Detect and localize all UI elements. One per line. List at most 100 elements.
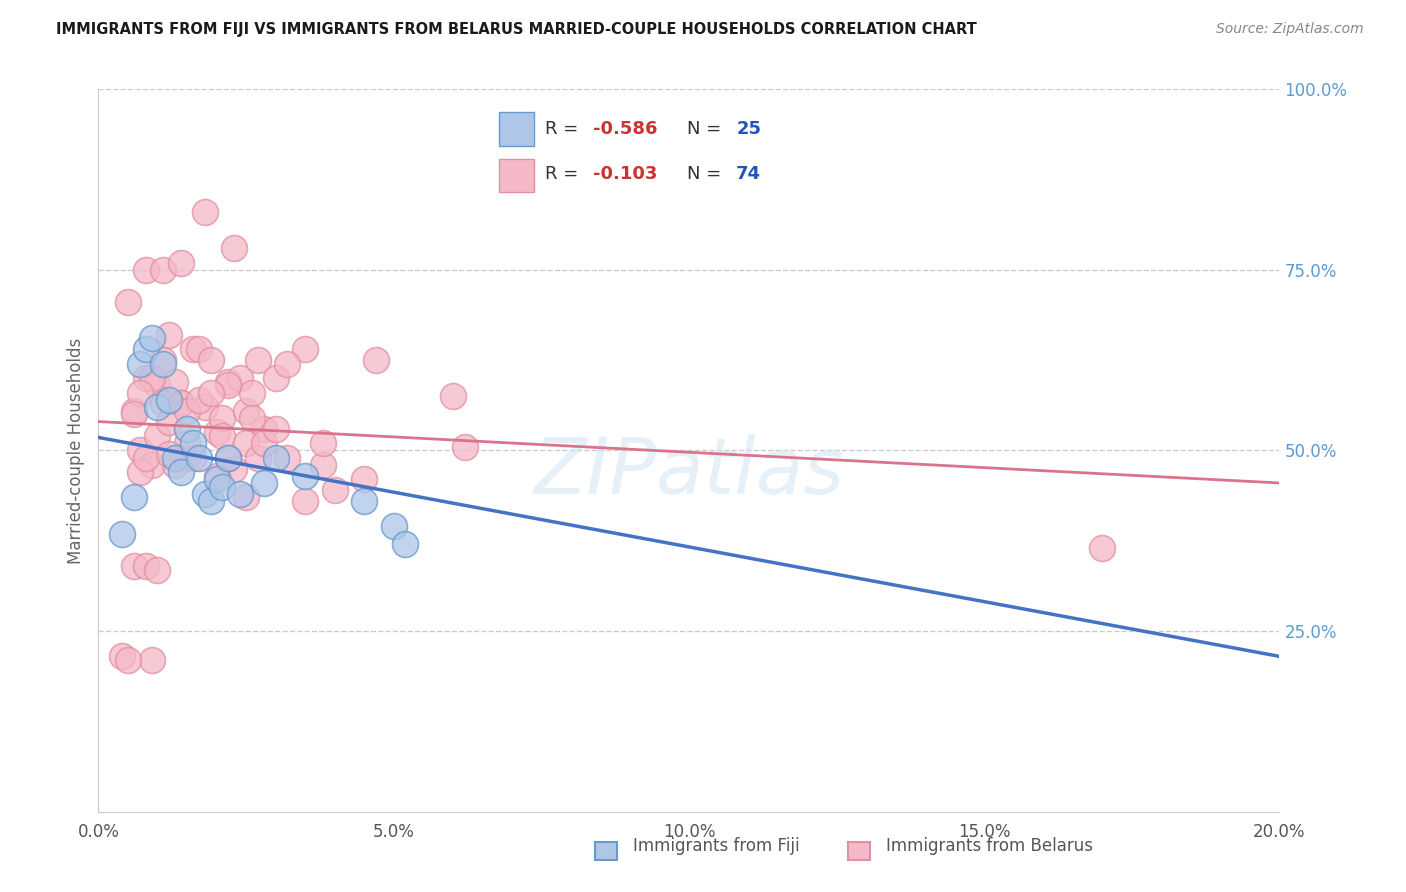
Point [117, 295, 139, 310]
Point [235, 403, 257, 417]
FancyBboxPatch shape [848, 842, 870, 860]
Point [294, 494, 316, 508]
Point [170, 255, 193, 269]
Point [187, 450, 209, 465]
Point [152, 262, 174, 277]
Point [111, 649, 134, 664]
Point [217, 378, 239, 392]
Point [264, 450, 287, 465]
Point [117, 653, 139, 667]
Point [211, 411, 233, 425]
Point [187, 343, 209, 357]
Point [165, 450, 187, 465]
Point [135, 371, 157, 385]
Point [353, 472, 375, 486]
Point [253, 475, 276, 490]
Point [152, 396, 174, 410]
Point [240, 411, 263, 425]
Point [229, 487, 252, 501]
Point [170, 465, 193, 479]
Text: Source: ZipAtlas.com: Source: ZipAtlas.com [1216, 22, 1364, 37]
Point [194, 487, 217, 501]
Point [141, 653, 163, 667]
Point [205, 472, 228, 486]
Point [181, 343, 204, 357]
Point [141, 331, 163, 345]
Point [253, 436, 276, 450]
Point [135, 450, 157, 465]
Point [122, 491, 145, 505]
Point [312, 458, 335, 472]
Point [135, 262, 157, 277]
Point [165, 458, 187, 472]
Text: ZIPatlas: ZIPatlas [533, 434, 845, 510]
Point [200, 353, 222, 368]
Point [170, 396, 193, 410]
Point [229, 371, 252, 385]
Point [157, 392, 180, 407]
Point [312, 436, 335, 450]
Point [135, 559, 157, 574]
Point [323, 483, 346, 498]
Point [141, 458, 163, 472]
Point [157, 327, 180, 342]
Point [157, 415, 180, 429]
Point [441, 389, 464, 403]
Point [246, 353, 269, 368]
Point [181, 436, 204, 450]
Point [122, 407, 145, 421]
Point [211, 429, 233, 443]
Point [170, 396, 193, 410]
Point [128, 465, 150, 479]
Point [141, 371, 163, 385]
Point [217, 450, 239, 465]
Point [394, 537, 416, 551]
Point [122, 403, 145, 417]
Point [276, 357, 298, 371]
Point [128, 385, 150, 400]
Point [176, 422, 198, 436]
Point [235, 436, 257, 450]
Point [176, 450, 198, 465]
Point [165, 375, 187, 389]
Point [264, 371, 287, 385]
Y-axis label: Married-couple Households: Married-couple Households [66, 337, 84, 564]
Point [211, 480, 233, 494]
Point [217, 450, 239, 465]
Text: Immigrants from Fiji: Immigrants from Fiji [633, 837, 800, 855]
Point [453, 440, 475, 454]
Point [294, 343, 316, 357]
Point [146, 563, 169, 577]
Point [224, 241, 246, 255]
Point [205, 468, 228, 483]
Point [353, 494, 375, 508]
Point [111, 526, 134, 541]
Point [224, 461, 246, 475]
Point [128, 357, 150, 371]
Text: IMMIGRANTS FROM FIJI VS IMMIGRANTS FROM BELARUS MARRIED-COUPLE HOUSEHOLDS CORREL: IMMIGRANTS FROM FIJI VS IMMIGRANTS FROM … [56, 22, 977, 37]
Point [205, 425, 228, 440]
Point [240, 385, 263, 400]
Point [200, 385, 222, 400]
Point [146, 429, 169, 443]
Point [235, 491, 257, 505]
Point [146, 378, 169, 392]
Point [122, 559, 145, 574]
Point [264, 422, 287, 436]
Point [253, 422, 276, 436]
Point [382, 519, 405, 533]
Point [128, 443, 150, 458]
Point [187, 392, 209, 407]
Point [200, 494, 222, 508]
Point [152, 353, 174, 368]
Point [194, 400, 217, 414]
Point [135, 343, 157, 357]
Point [176, 436, 198, 450]
Point [276, 450, 298, 465]
Point [364, 353, 387, 368]
Point [294, 468, 316, 483]
Point [1091, 541, 1114, 555]
Point [152, 357, 174, 371]
Point [146, 400, 169, 414]
Point [217, 375, 239, 389]
